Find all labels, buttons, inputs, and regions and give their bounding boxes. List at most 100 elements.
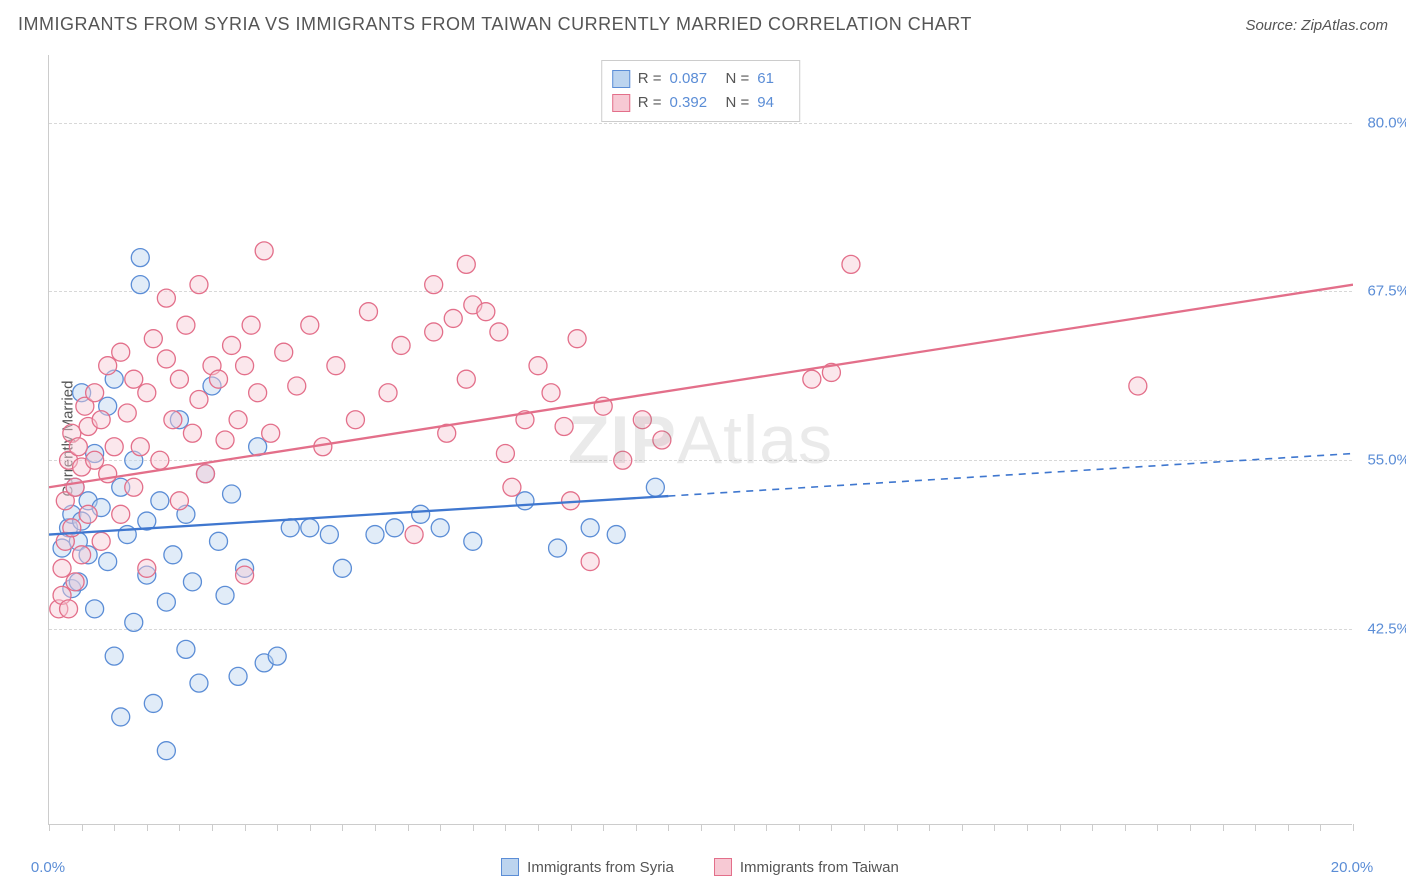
x-tick [440, 824, 441, 831]
x-tick [1353, 824, 1354, 831]
r-label: R = [638, 67, 662, 91]
x-tick [962, 824, 963, 831]
scatter-point [69, 438, 87, 456]
scatter-point [125, 370, 143, 388]
x-tick [310, 824, 311, 831]
scatter-point [275, 343, 293, 361]
series-legend-label: Immigrants from Taiwan [740, 859, 899, 876]
scatter-point [549, 539, 567, 557]
scatter-point [112, 343, 130, 361]
scatter-point [1129, 377, 1147, 395]
x-tick [114, 824, 115, 831]
scatter-point [177, 640, 195, 658]
x-tick [831, 824, 832, 831]
trend-line [49, 285, 1353, 488]
scatter-point [92, 532, 110, 550]
x-tick [668, 824, 669, 831]
n-value: 61 [757, 67, 785, 91]
scatter-point [346, 411, 364, 429]
scatter-point [405, 526, 423, 544]
scatter-point [157, 289, 175, 307]
scatter-point [210, 370, 228, 388]
scatter-point [79, 505, 97, 523]
y-tick-label: 55.0% [1367, 452, 1406, 469]
scatter-point [131, 276, 149, 294]
scatter-point [236, 357, 254, 375]
series-legend: Immigrants from Syria Immigrants from Tai… [48, 858, 1352, 876]
x-tick [701, 824, 702, 831]
scatter-point [229, 667, 247, 685]
scatter-point [359, 303, 377, 321]
scatter-point [183, 424, 201, 442]
scatter-point [288, 377, 306, 395]
scatter-svg [49, 55, 1353, 825]
x-tick [1255, 824, 1256, 831]
scatter-point [262, 424, 280, 442]
scatter-point [555, 417, 573, 435]
x-tick [277, 824, 278, 831]
scatter-point [392, 336, 410, 354]
scatter-point [177, 316, 195, 334]
scatter-point [607, 526, 625, 544]
stats-legend: R =0.087N =61R =0.392N =94 [601, 60, 801, 122]
x-tick [1288, 824, 1289, 831]
x-tick [212, 824, 213, 831]
scatter-point [183, 573, 201, 591]
scatter-point [170, 492, 188, 510]
scatter-point [190, 390, 208, 408]
x-tick [571, 824, 572, 831]
scatter-point [281, 519, 299, 537]
scatter-point [216, 586, 234, 604]
r-value: 0.392 [670, 91, 718, 115]
scatter-point [516, 492, 534, 510]
x-tick [929, 824, 930, 831]
scatter-point [490, 323, 508, 341]
x-tick [1223, 824, 1224, 831]
scatter-point [131, 249, 149, 267]
scatter-point [92, 411, 110, 429]
scatter-point [496, 445, 514, 463]
scatter-point [66, 573, 84, 591]
scatter-point [170, 370, 188, 388]
scatter-point [112, 505, 130, 523]
scatter-point [255, 242, 273, 260]
x-tick [1027, 824, 1028, 831]
scatter-point [633, 411, 651, 429]
scatter-point [112, 708, 130, 726]
x-tick [1092, 824, 1093, 831]
x-tick [864, 824, 865, 831]
x-tick [82, 824, 83, 831]
scatter-point [144, 330, 162, 348]
scatter-point [157, 593, 175, 611]
scatter-point [157, 350, 175, 368]
scatter-point [249, 384, 267, 402]
series-legend-label: Immigrants from Syria [527, 859, 674, 876]
scatter-point [53, 559, 71, 577]
scatter-point [151, 492, 169, 510]
x-tick-label: 20.0% [1331, 859, 1374, 876]
x-tick [538, 824, 539, 831]
x-tick [1320, 824, 1321, 831]
x-tick [1157, 824, 1158, 831]
x-tick [1190, 824, 1191, 831]
scatter-point [431, 519, 449, 537]
series-legend-item: Immigrants from Taiwan [714, 858, 899, 876]
scatter-point [503, 478, 521, 496]
scatter-point [581, 553, 599, 571]
scatter-point [412, 505, 430, 523]
scatter-point [164, 546, 182, 564]
scatter-point [138, 384, 156, 402]
scatter-point [242, 316, 260, 334]
scatter-point [542, 384, 560, 402]
x-tick [636, 824, 637, 831]
x-tick [799, 824, 800, 831]
scatter-point [236, 566, 254, 584]
plot-area: ZIPAtlas R =0.087N =61R =0.392N =94 42.5… [48, 55, 1352, 825]
scatter-point [653, 431, 671, 449]
scatter-point [477, 303, 495, 321]
chart-source: Source: ZipAtlas.com [1245, 17, 1388, 34]
scatter-point [268, 647, 286, 665]
scatter-point [73, 546, 91, 564]
chart-header: IMMIGRANTS FROM SYRIA VS IMMIGRANTS FROM… [18, 14, 1388, 35]
scatter-point [333, 559, 351, 577]
